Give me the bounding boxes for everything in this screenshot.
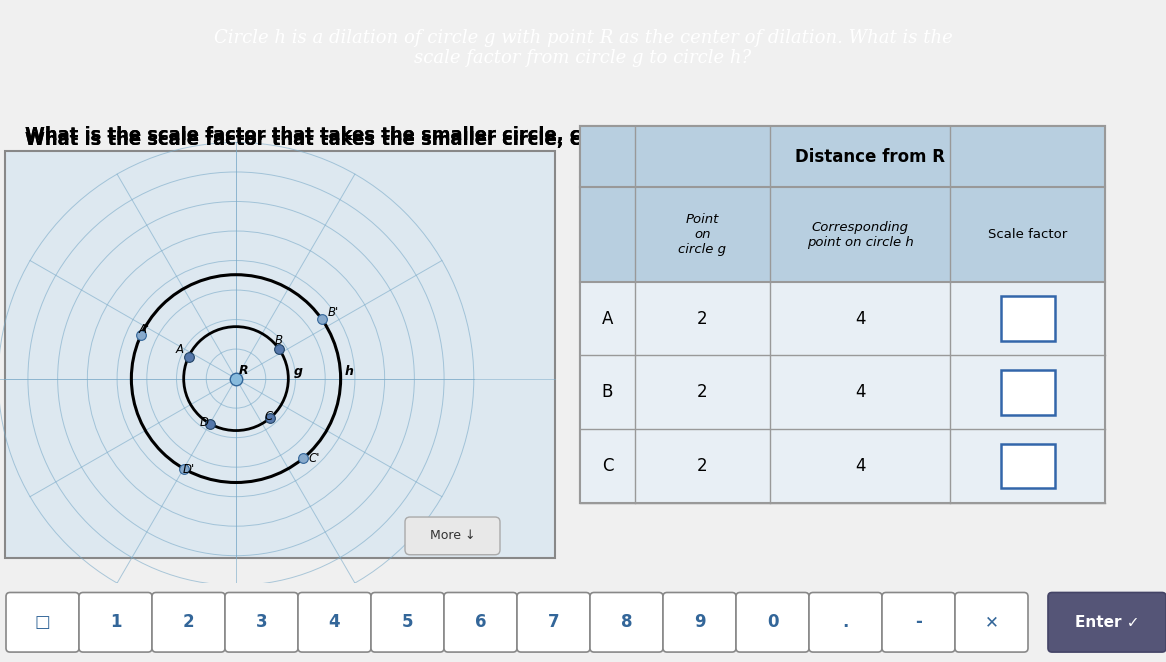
Text: What is the scale factor that takes the smaller circle, circle: What is the scale factor that takes the … (24, 126, 631, 144)
FancyBboxPatch shape (663, 592, 736, 652)
Text: 9: 9 (694, 613, 705, 632)
Text: h: h (345, 365, 353, 377)
FancyBboxPatch shape (225, 592, 298, 652)
Bar (770, 187, 950, 282)
Bar (580, 126, 635, 187)
Text: R: R (239, 363, 248, 377)
FancyBboxPatch shape (298, 592, 371, 652)
Bar (580, 187, 635, 282)
Bar (635, 187, 770, 282)
Text: Distance from R: Distance from R (795, 148, 944, 166)
FancyBboxPatch shape (809, 592, 881, 652)
FancyBboxPatch shape (371, 592, 444, 652)
Text: What is the scale factor that takes the smaller circle, circle: What is the scale factor that takes the … (24, 131, 631, 149)
Bar (580, 355, 1105, 430)
Text: 3: 3 (255, 613, 267, 632)
FancyBboxPatch shape (444, 592, 517, 652)
Text: 5: 5 (402, 613, 413, 632)
Bar (580, 126, 1105, 503)
FancyBboxPatch shape (1000, 370, 1054, 414)
Text: A: A (176, 342, 184, 355)
Text: Point
on
circle g: Point on circle g (679, 213, 726, 256)
Text: What is the scale factor that takes the smaller circle, circle: What is the scale factor that takes the … (24, 126, 631, 144)
Text: 1: 1 (110, 613, 121, 632)
Text: 4: 4 (329, 613, 340, 632)
Text: ✕: ✕ (984, 613, 998, 632)
Bar (950, 187, 1105, 282)
Text: h: h (969, 126, 982, 144)
Text: What is the scale factor that takes the smaller circle, circle: What is the scale factor that takes the … (24, 131, 631, 149)
Text: 2: 2 (697, 383, 708, 401)
FancyBboxPatch shape (79, 592, 152, 652)
FancyBboxPatch shape (152, 592, 225, 652)
FancyBboxPatch shape (517, 592, 590, 652)
FancyBboxPatch shape (955, 592, 1028, 652)
Bar (635, 126, 1105, 187)
Text: Circle h is a dilation of circle g with point R as the center of dilation. What : Circle h is a dilation of circle g with … (213, 28, 953, 68)
Text: 6: 6 (475, 613, 486, 632)
Text: C': C' (309, 452, 319, 465)
Text: □: □ (35, 613, 50, 632)
Text: More ↓: More ↓ (430, 530, 476, 542)
FancyBboxPatch shape (736, 592, 809, 652)
Text: A: A (602, 310, 613, 328)
Text: 2: 2 (697, 310, 708, 328)
FancyBboxPatch shape (5, 151, 555, 557)
FancyBboxPatch shape (1000, 444, 1054, 489)
FancyBboxPatch shape (405, 517, 500, 555)
Text: B: B (275, 334, 283, 347)
Bar (580, 282, 1105, 355)
Text: 2: 2 (183, 613, 195, 632)
Text: C: C (602, 457, 613, 475)
Text: D: D (199, 416, 209, 429)
Text: D': D' (183, 463, 196, 476)
Text: Corresponding
point on circle h: Corresponding point on circle h (807, 220, 913, 248)
Text: .: . (842, 613, 849, 632)
Text: Scale factor: Scale factor (988, 228, 1067, 241)
Text: -: - (915, 613, 922, 632)
Text: 4: 4 (855, 457, 865, 475)
Text: A': A' (139, 322, 150, 336)
Text: 7: 7 (548, 613, 560, 632)
Text: g: g (294, 365, 302, 377)
Text: 2: 2 (697, 457, 708, 475)
Text: 4: 4 (855, 383, 865, 401)
Text: B: B (602, 383, 613, 401)
Text: Enter ✓: Enter ✓ (1075, 615, 1139, 630)
Text: , to the larger circle, circle: , to the larger circle, circle (648, 126, 925, 144)
Text: g: g (631, 126, 644, 144)
Text: ?  ▶▶: ? ▶▶ (986, 126, 1030, 141)
FancyBboxPatch shape (881, 592, 955, 652)
FancyBboxPatch shape (6, 592, 79, 652)
Bar (580, 430, 1105, 503)
FancyBboxPatch shape (590, 592, 663, 652)
Text: 8: 8 (620, 613, 632, 632)
Text: B': B' (328, 306, 339, 319)
FancyBboxPatch shape (1048, 592, 1166, 652)
Text: C: C (265, 410, 273, 423)
FancyBboxPatch shape (1000, 297, 1054, 341)
Bar (580, 126, 1105, 503)
Text: 0: 0 (767, 613, 778, 632)
Text: 4: 4 (855, 310, 865, 328)
